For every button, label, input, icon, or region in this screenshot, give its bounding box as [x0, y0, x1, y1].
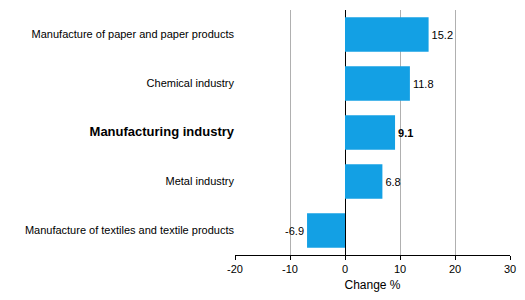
svg-text:-20: -20: [227, 263, 243, 275]
svg-text:30: 30: [504, 263, 516, 275]
svg-text:-10: -10: [282, 263, 298, 275]
svg-text:Metal industry: Metal industry: [166, 175, 235, 187]
svg-text:15.2: 15.2: [432, 29, 453, 41]
svg-text:10: 10: [394, 263, 406, 275]
svg-text:20: 20: [449, 263, 461, 275]
svg-text:-6.9: -6.9: [285, 225, 304, 237]
svg-text:0: 0: [342, 263, 348, 275]
svg-text:Change %: Change %: [344, 278, 400, 292]
svg-text:Manufacturing industry: Manufacturing industry: [90, 124, 235, 139]
svg-text:11.8: 11.8: [413, 78, 434, 90]
svg-text:6.8: 6.8: [385, 176, 400, 188]
svg-text:Chemical industry: Chemical industry: [147, 77, 235, 89]
svg-text:Manufacture of paper and paper: Manufacture of paper and paper products: [32, 28, 235, 40]
svg-text:9.1: 9.1: [398, 127, 413, 139]
svg-text:Manufacture of textiles and te: Manufacture of textiles and textile prod…: [25, 224, 235, 236]
